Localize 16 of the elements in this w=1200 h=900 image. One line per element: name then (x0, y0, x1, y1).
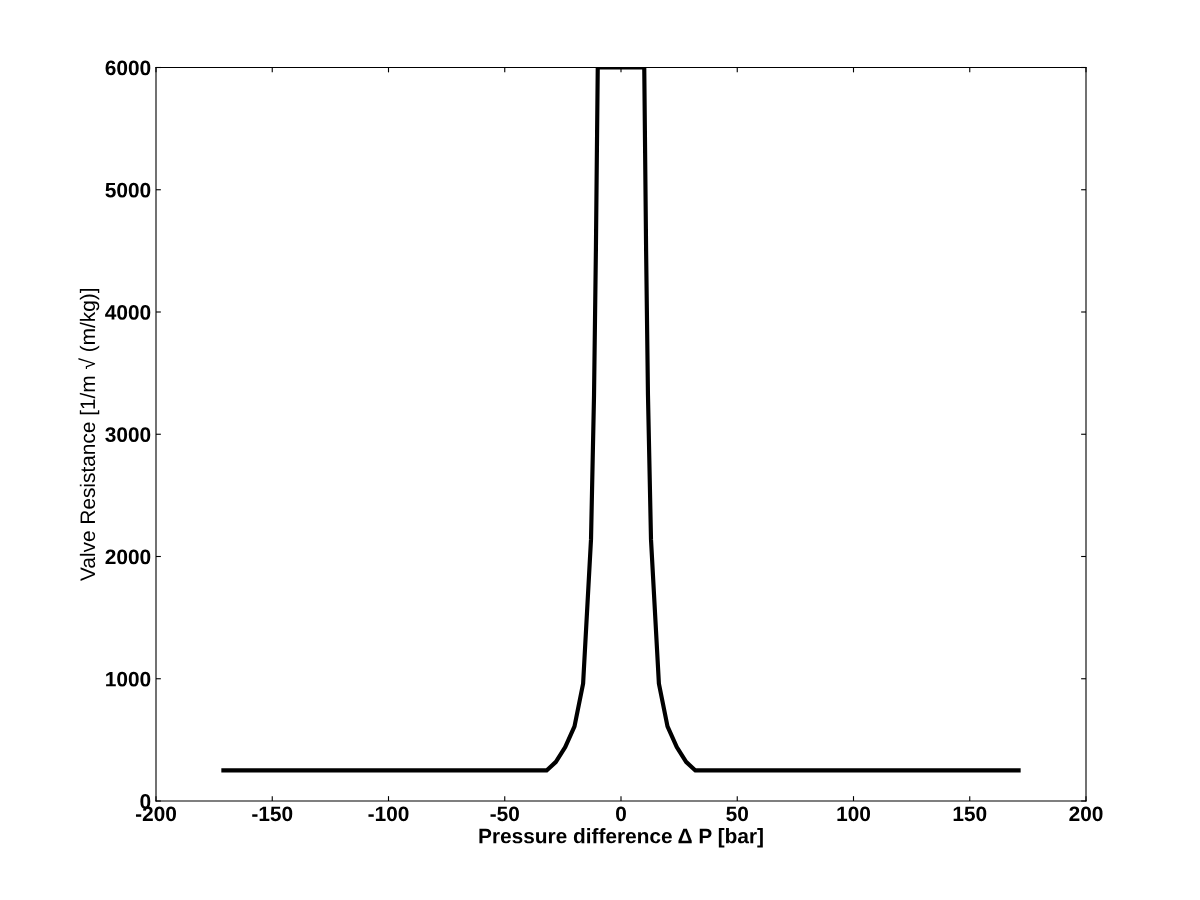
y-axis-title: Valve Resistance [1/m √ (m/kg)] (78, 288, 100, 581)
x-tick-label: -150 (252, 806, 293, 822)
y-tick-label: 5000 (105, 182, 151, 198)
x-tick-label: -50 (490, 806, 519, 822)
y-tick-label: 1000 (106, 671, 151, 687)
x-axis-title: Pressure difference Δ P [bar] (479, 828, 763, 848)
x-tick-label: -100 (368, 806, 409, 822)
x-tick-label: 50 (726, 806, 748, 822)
y-tick-label: 4000 (105, 305, 151, 320)
x-tick-label: 100 (837, 806, 871, 822)
x-tick-label: 0 (616, 806, 626, 822)
y-tick-label: 3000 (105, 427, 151, 443)
y-tick-label: 2000 (105, 549, 151, 565)
x-tick-label: 150 (953, 806, 987, 822)
x-tick-label: 200 (1069, 806, 1103, 822)
y-tick-label: 6000 (105, 60, 151, 76)
